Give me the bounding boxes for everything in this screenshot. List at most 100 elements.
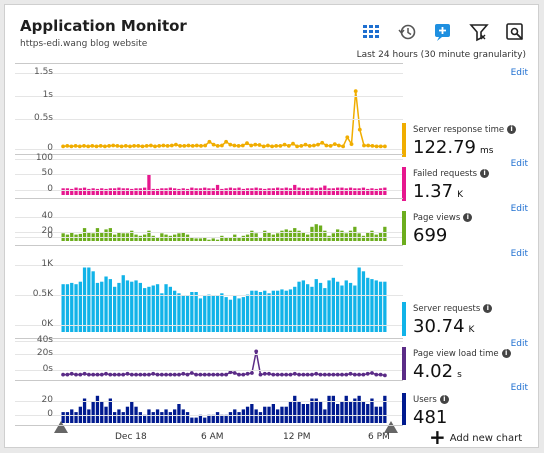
bar-mark <box>185 188 190 195</box>
filter-icon[interactable] <box>468 21 490 43</box>
bar-mark <box>357 188 361 195</box>
add-metric-icon[interactable] <box>432 21 454 43</box>
bar-mark <box>78 281 82 332</box>
metric-tile: Failed requests i 1.37 K <box>402 167 522 202</box>
settings-icon[interactable] <box>504 21 526 43</box>
data-point <box>194 143 199 148</box>
gridline <box>15 73 403 74</box>
data-point <box>98 144 103 148</box>
data-point <box>129 372 134 377</box>
bar-mark <box>151 188 155 195</box>
data-point <box>117 372 121 377</box>
bar-mark <box>280 406 284 423</box>
bar-mark <box>160 188 164 195</box>
metric-name-label: Server response time <box>413 125 505 135</box>
bar-mark <box>207 188 211 195</box>
bar-mark <box>336 404 340 423</box>
metric-color-bar <box>402 123 406 157</box>
range-start-handle[interactable] <box>54 421 68 433</box>
add-new-chart-button[interactable]: + Add new chart <box>429 425 522 447</box>
edit-chart-link[interactable]: Edit <box>510 249 528 259</box>
bar-mark <box>185 412 190 423</box>
data-point <box>282 142 287 147</box>
bar-mark <box>267 188 271 195</box>
data-point <box>274 144 279 148</box>
info-icon[interactable]: i <box>439 395 449 404</box>
bar-mark <box>198 188 203 195</box>
data-point <box>310 372 314 377</box>
data-point <box>366 143 371 148</box>
grid-icon[interactable] <box>360 21 382 43</box>
data-point <box>112 372 117 377</box>
bar-mark <box>237 412 241 423</box>
bar-mark <box>95 188 100 195</box>
data-point <box>103 144 107 149</box>
bar-mark <box>113 188 117 195</box>
bar-mark <box>241 297 245 332</box>
bar-mark <box>151 235 155 241</box>
edit-chart-link[interactable]: Edit <box>510 383 528 393</box>
bar-mark <box>108 188 112 195</box>
bar-mark <box>117 282 121 332</box>
y-tick-label: 0.5K <box>32 289 53 299</box>
y-tick-label: 0 <box>47 143 53 153</box>
bar-mark <box>100 188 104 195</box>
data-point <box>224 139 229 144</box>
data-point <box>144 144 149 148</box>
info-icon[interactable]: i <box>463 213 473 222</box>
bar-mark <box>181 232 185 241</box>
history-icon[interactable] <box>396 21 418 43</box>
bar-mark <box>147 174 151 195</box>
info-icon[interactable]: i <box>507 125 517 134</box>
y-tick-label: 40s <box>36 335 53 345</box>
data-point <box>361 372 366 377</box>
bar-mark <box>258 412 263 423</box>
bar-mark <box>348 187 353 195</box>
data-point <box>86 144 91 149</box>
bar-mark <box>168 187 172 195</box>
y-tick-label: 0 <box>47 184 53 194</box>
bar-mark <box>224 297 228 332</box>
data-point <box>374 372 379 377</box>
bar-mark <box>366 404 370 423</box>
data-point <box>312 143 316 148</box>
info-icon[interactable]: i <box>480 169 490 178</box>
metric-tile: Page views i 699 <box>402 211 522 246</box>
bar-mark <box>331 395 335 423</box>
bar-mark <box>134 280 138 332</box>
metric-value-number: 699 <box>413 225 448 246</box>
info-icon[interactable]: i <box>483 304 493 313</box>
bar-mark <box>160 293 164 332</box>
data-point <box>104 371 108 376</box>
range-end-handle[interactable] <box>384 421 398 433</box>
gridline <box>15 415 403 416</box>
info-icon[interactable]: i <box>501 349 511 358</box>
data-point <box>320 140 325 145</box>
bar-mark <box>228 187 233 195</box>
bar-mark <box>288 401 293 423</box>
edit-chart-link[interactable]: Edit <box>510 339 528 349</box>
bar-mark <box>284 406 288 423</box>
bar-mark <box>168 286 172 332</box>
data-point <box>286 144 291 148</box>
bar-mark <box>220 235 224 241</box>
metric-tile: Server requests i 30.74 K <box>402 302 522 337</box>
bar-mark <box>310 286 314 332</box>
edit-chart-link[interactable]: Edit <box>510 204 528 214</box>
y-tick-label: 0 <box>47 409 53 419</box>
edit-chart-link[interactable]: Edit <box>510 68 528 78</box>
data-point <box>61 144 65 149</box>
data-point <box>95 372 100 377</box>
bar-mark <box>340 230 344 241</box>
chart-separator <box>15 63 403 64</box>
bar-mark <box>276 409 280 423</box>
bar-mark <box>104 276 108 332</box>
gridline <box>15 370 403 371</box>
gridline <box>15 119 403 120</box>
metric-name-label: Server requests <box>413 304 481 314</box>
data-point <box>132 144 136 148</box>
metric-value-number: 481 <box>413 407 448 428</box>
metric-color-bar <box>402 393 406 425</box>
edit-chart-link[interactable]: Edit <box>510 159 528 169</box>
data-point <box>245 371 250 376</box>
